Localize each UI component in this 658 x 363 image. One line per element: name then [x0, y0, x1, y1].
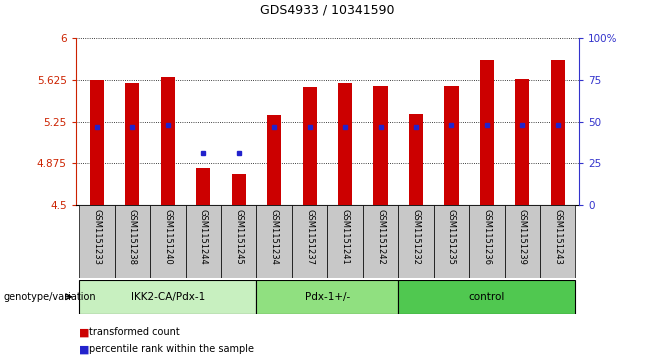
Text: GSM1151238: GSM1151238 [128, 209, 137, 265]
Bar [79, 280, 257, 314]
Bar [232, 174, 246, 205]
Bar [444, 86, 459, 205]
Bar [363, 205, 398, 278]
Bar [161, 77, 175, 205]
Bar [90, 81, 104, 205]
Bar [469, 205, 505, 278]
Text: IKK2-CA/Pdx-1: IKK2-CA/Pdx-1 [131, 292, 205, 302]
Text: GSM1151236: GSM1151236 [482, 209, 492, 265]
Bar [398, 205, 434, 278]
Text: GSM1151242: GSM1151242 [376, 209, 385, 265]
Text: GSM1151240: GSM1151240 [163, 209, 172, 265]
Text: GSM1151235: GSM1151235 [447, 209, 456, 265]
Text: GDS4933 / 10341590: GDS4933 / 10341590 [260, 3, 395, 16]
Bar [114, 205, 150, 278]
Text: percentile rank within the sample: percentile rank within the sample [89, 344, 254, 354]
Text: genotype/variation: genotype/variation [3, 292, 96, 302]
Text: Pdx-1+/-: Pdx-1+/- [305, 292, 350, 302]
Text: ■: ■ [79, 344, 89, 354]
Bar [338, 83, 352, 205]
Bar [125, 83, 139, 205]
Bar [327, 205, 363, 278]
Bar [398, 280, 576, 314]
Bar [257, 205, 292, 278]
Bar [79, 205, 114, 278]
Bar [540, 205, 576, 278]
Text: transformed count: transformed count [89, 327, 180, 337]
Text: GSM1151239: GSM1151239 [518, 209, 527, 265]
Text: GSM1151237: GSM1151237 [305, 209, 314, 265]
Text: GSM1151245: GSM1151245 [234, 209, 243, 265]
Text: ■: ■ [79, 327, 89, 337]
Bar [480, 60, 494, 205]
Bar [515, 79, 530, 205]
Text: GSM1151243: GSM1151243 [553, 209, 563, 265]
Bar [374, 86, 388, 205]
Text: GSM1151232: GSM1151232 [411, 209, 420, 265]
Bar [551, 60, 565, 205]
Bar [196, 168, 211, 205]
Text: control: control [468, 292, 505, 302]
Text: GSM1151244: GSM1151244 [199, 209, 208, 265]
Bar [186, 205, 221, 278]
Bar [505, 205, 540, 278]
Bar [303, 87, 316, 205]
Bar [221, 205, 257, 278]
Bar [409, 114, 423, 205]
Bar [257, 280, 398, 314]
Bar [292, 205, 327, 278]
Bar [434, 205, 469, 278]
Text: GSM1151241: GSM1151241 [341, 209, 349, 265]
Text: GSM1151234: GSM1151234 [270, 209, 279, 265]
Bar [267, 115, 281, 205]
Bar [150, 205, 186, 278]
Text: GSM1151233: GSM1151233 [92, 209, 101, 265]
